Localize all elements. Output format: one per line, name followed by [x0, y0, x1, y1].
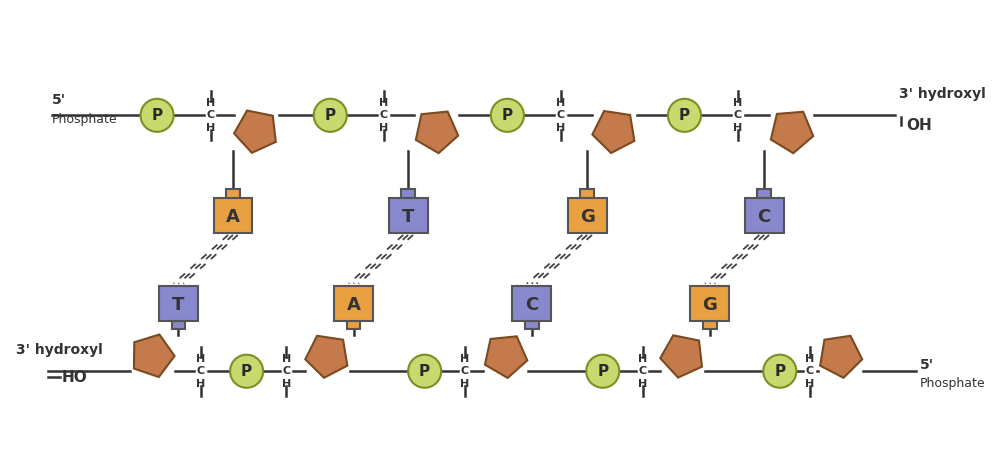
- FancyBboxPatch shape: [580, 189, 594, 198]
- Text: T: T: [402, 209, 414, 227]
- Polygon shape: [592, 111, 634, 153]
- Circle shape: [230, 355, 263, 388]
- FancyBboxPatch shape: [525, 321, 539, 329]
- FancyBboxPatch shape: [745, 198, 784, 233]
- Text: H: H: [379, 98, 388, 108]
- Polygon shape: [820, 336, 862, 378]
- Text: H: H: [282, 379, 291, 389]
- Text: C: C: [758, 209, 771, 227]
- Text: C: C: [460, 366, 469, 376]
- Polygon shape: [134, 335, 175, 377]
- Text: H: H: [196, 353, 205, 364]
- Text: 5': 5': [52, 93, 66, 107]
- Polygon shape: [234, 110, 276, 153]
- Text: H: H: [556, 123, 566, 133]
- Text: C: C: [639, 366, 647, 376]
- Text: H: H: [282, 353, 291, 364]
- Polygon shape: [305, 336, 347, 378]
- Text: H: H: [206, 98, 215, 108]
- Text: C: C: [806, 366, 814, 376]
- Polygon shape: [660, 335, 702, 377]
- Text: P: P: [679, 108, 690, 123]
- Text: H: H: [805, 379, 815, 389]
- Text: H: H: [196, 379, 205, 389]
- Text: C: C: [734, 110, 742, 120]
- Circle shape: [408, 355, 441, 388]
- Text: G: G: [702, 296, 717, 314]
- FancyBboxPatch shape: [703, 321, 717, 329]
- Polygon shape: [485, 337, 527, 378]
- FancyBboxPatch shape: [226, 189, 240, 198]
- FancyBboxPatch shape: [401, 189, 415, 198]
- Text: H: H: [733, 98, 743, 108]
- Text: P: P: [325, 108, 336, 123]
- Text: P: P: [597, 364, 608, 379]
- Text: C: C: [197, 366, 205, 376]
- Text: OH: OH: [906, 118, 932, 133]
- FancyBboxPatch shape: [334, 286, 373, 321]
- Text: A: A: [347, 296, 361, 314]
- Circle shape: [491, 99, 524, 132]
- FancyBboxPatch shape: [690, 286, 729, 321]
- Circle shape: [586, 355, 619, 388]
- FancyBboxPatch shape: [347, 321, 360, 329]
- Text: C: C: [207, 110, 215, 120]
- Circle shape: [668, 99, 701, 132]
- Text: G: G: [580, 209, 595, 227]
- FancyBboxPatch shape: [512, 286, 551, 321]
- Text: P: P: [774, 364, 785, 379]
- Text: C: C: [557, 110, 565, 120]
- Polygon shape: [771, 112, 813, 153]
- Circle shape: [763, 355, 796, 388]
- Text: 3' hydroxyl: 3' hydroxyl: [16, 343, 103, 357]
- Text: C: C: [380, 110, 388, 120]
- Text: Phosphate: Phosphate: [52, 113, 118, 125]
- FancyBboxPatch shape: [568, 198, 607, 233]
- Text: H: H: [638, 379, 647, 389]
- Text: H: H: [556, 98, 566, 108]
- Text: HO: HO: [62, 369, 87, 384]
- FancyBboxPatch shape: [757, 189, 771, 198]
- Text: A: A: [226, 209, 240, 227]
- Text: H: H: [460, 353, 469, 364]
- Circle shape: [141, 99, 174, 132]
- FancyBboxPatch shape: [159, 286, 198, 321]
- Text: P: P: [152, 108, 163, 123]
- Text: H: H: [460, 379, 469, 389]
- Text: C: C: [282, 366, 291, 376]
- Text: H: H: [638, 353, 647, 364]
- Text: 5': 5': [920, 359, 934, 372]
- Text: Phosphate: Phosphate: [920, 377, 986, 391]
- Text: H: H: [733, 123, 743, 133]
- Text: C: C: [525, 296, 538, 314]
- Text: T: T: [172, 296, 185, 314]
- Text: P: P: [419, 364, 430, 379]
- Text: P: P: [502, 108, 513, 123]
- FancyBboxPatch shape: [172, 321, 185, 329]
- Text: H: H: [206, 123, 215, 133]
- Text: 3' hydroxyl: 3' hydroxyl: [899, 87, 985, 101]
- Circle shape: [314, 99, 347, 132]
- Text: H: H: [805, 353, 815, 364]
- FancyBboxPatch shape: [214, 198, 252, 233]
- Text: P: P: [241, 364, 252, 379]
- FancyBboxPatch shape: [389, 198, 428, 233]
- Polygon shape: [416, 111, 458, 153]
- Text: H: H: [379, 123, 388, 133]
